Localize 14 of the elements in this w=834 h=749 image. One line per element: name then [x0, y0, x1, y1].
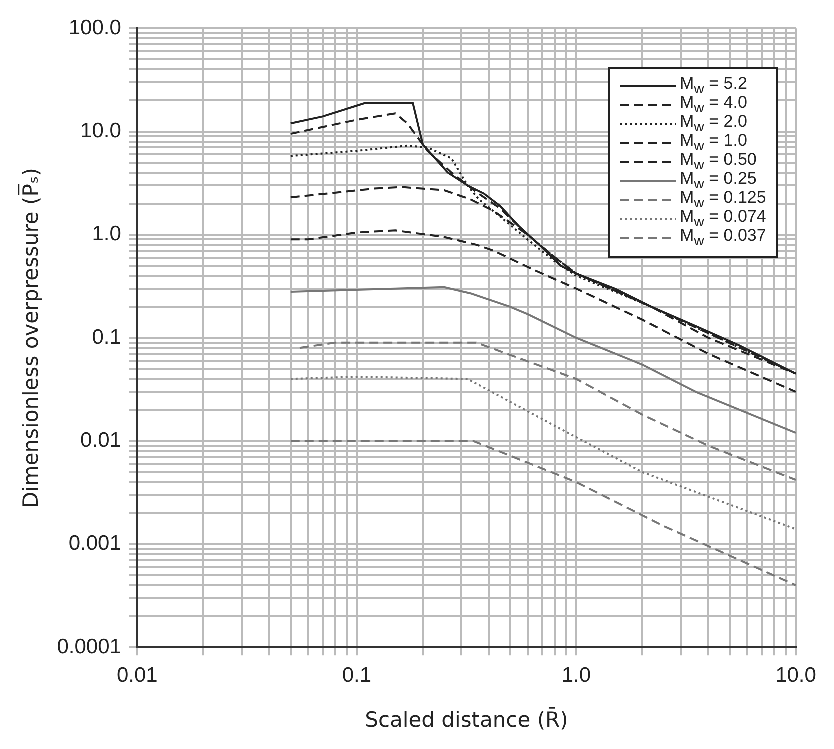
x-tick-label: 1.0: [562, 664, 592, 687]
y-tick-label: 0.1: [92, 326, 122, 349]
y-tick-label: 0.0001: [57, 635, 122, 658]
x-tick-label: 0.1: [342, 664, 372, 687]
y-axis-title: Dimensionless overpressure (P̅ₛ): [18, 168, 44, 508]
x-axis-title: Scaled distance (R̄): [365, 707, 568, 732]
y-tick-label: 0.01: [80, 429, 122, 452]
x-tick-label: 10.0: [776, 664, 816, 687]
y-tick-label: 100.0: [68, 16, 122, 40]
legend-label: M$_{w}$ = 0.037: [680, 226, 766, 250]
y-tick-label: 0.001: [68, 532, 122, 556]
y-tick-label: 1.0: [92, 222, 122, 246]
x-tick-label: 0.01: [116, 664, 158, 687]
y-tick-label: 10.0: [80, 120, 122, 143]
